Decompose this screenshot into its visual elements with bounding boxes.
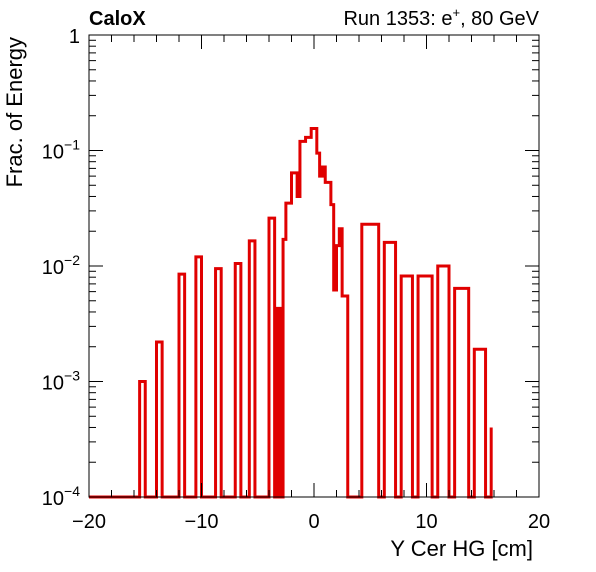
chart-title-right-main: Run 1353: e bbox=[343, 8, 452, 30]
chart-title-right: Run 1353: e+, 80 GeV bbox=[343, 5, 539, 30]
y-tick-label-top: 1 bbox=[69, 26, 80, 48]
y-tick-label: 10−3 bbox=[42, 368, 80, 395]
chart-title-right-sup: + bbox=[452, 5, 460, 20]
x-axis-label: Y Cer HG [cm] bbox=[390, 536, 533, 561]
chart-title-right-suffix: , 80 GeV bbox=[460, 8, 540, 30]
y-tick-label: 10−4 bbox=[42, 483, 80, 510]
x-tick-label: 10 bbox=[415, 511, 437, 533]
y-axis-label: Frac. of Energy bbox=[2, 37, 27, 187]
y-tick-label: 10−2 bbox=[42, 252, 80, 279]
x-tick-label: 0 bbox=[308, 511, 319, 533]
x-tick-label: −20 bbox=[72, 511, 106, 533]
chart-title-left: CaloX bbox=[89, 8, 146, 30]
y-tick-label: 10−1 bbox=[42, 137, 80, 164]
x-tick-label: −10 bbox=[185, 511, 219, 533]
ticks-layer: −20 −10 0 10 20 10−4 10−3 10−2 10−1 1 bbox=[42, 26, 550, 533]
x-tick-label: 20 bbox=[528, 511, 550, 533]
